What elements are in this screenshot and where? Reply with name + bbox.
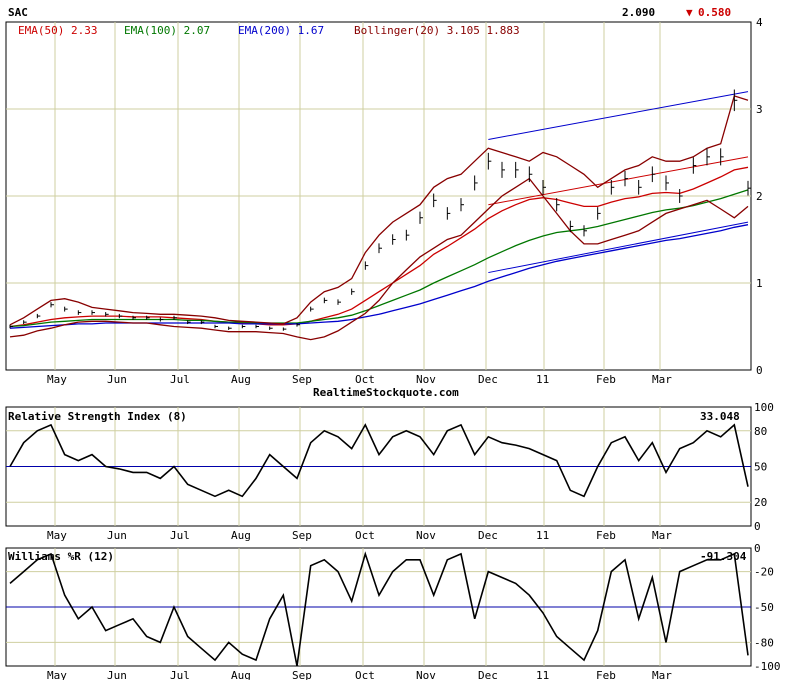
series-bollinger-lower	[9, 177, 749, 341]
month-tick-label: Dec	[478, 529, 498, 542]
trend-channel-upper	[488, 91, 749, 140]
series-bollinger-upper	[9, 95, 749, 326]
williams-line	[9, 551, 749, 667]
month-tick-label: Jul	[170, 669, 190, 680]
grid-layer	[6, 22, 751, 666]
month-tick-label: Feb	[596, 529, 616, 542]
trend-channel-lower	[488, 221, 749, 274]
month-tick-label: Jun	[107, 373, 127, 386]
month-tick-label: Dec	[478, 373, 498, 386]
month-tick-label: May	[47, 373, 67, 386]
legend-bollinger: Bollinger(20) 3.105 1.883	[354, 24, 520, 37]
month-tick-label: 11	[536, 529, 549, 542]
legend-ema100: EMA(100) 2.07	[124, 24, 210, 37]
price-change: 0.580	[698, 6, 731, 19]
rsi-tick-label: 0	[754, 520, 761, 533]
month-tick-label: Feb	[596, 373, 616, 386]
month-tick-label: Mar	[652, 669, 672, 680]
rsi-tick-label: 20	[754, 496, 767, 509]
price-tick-label: 0	[756, 364, 763, 377]
price-tick-label: 1	[756, 277, 763, 290]
rsi-line	[9, 423, 749, 498]
rsi-tick-label: 100	[754, 401, 774, 414]
williams-tick-label: -50	[754, 601, 774, 614]
month-tick-label: Mar	[652, 373, 672, 386]
watermark: RealtimeStockquote.com	[313, 386, 459, 399]
month-tick-label: Jun	[107, 529, 127, 542]
month-tick-label: Aug	[231, 529, 251, 542]
legend-ema200: EMA(200) 1.67	[238, 24, 324, 37]
month-tick-label: Nov	[416, 669, 436, 680]
month-tick-label: Jul	[170, 529, 190, 542]
symbol-label: SAC	[8, 6, 28, 19]
month-tick-label: Aug	[231, 373, 251, 386]
month-tick-label: 11	[536, 669, 549, 680]
rsi-last-value: 33.048	[700, 410, 740, 423]
month-tick-label: Feb	[596, 669, 616, 680]
month-tick-label: Mar	[652, 529, 672, 542]
month-tick-label: Sep	[292, 669, 312, 680]
down-arrow-icon: ▼	[686, 6, 693, 19]
price-tick-label: 4	[756, 16, 763, 29]
williams-last-value: -91.304	[700, 550, 747, 563]
month-tick-label: Sep	[292, 529, 312, 542]
williams-tick-label: -20	[754, 566, 774, 579]
month-tick-label: Oct	[355, 669, 375, 680]
month-tick-label: Jun	[107, 669, 127, 680]
williams-tick-label: -80	[754, 636, 774, 649]
month-tick-label: Oct	[355, 529, 375, 542]
price-tick-label: 3	[756, 103, 763, 116]
month-tick-label: Nov	[416, 373, 436, 386]
month-tick-label: May	[47, 529, 67, 542]
month-tick-label: May	[47, 669, 67, 680]
plot-layer	[6, 89, 751, 667]
rsi-tick-label: 80	[754, 425, 767, 438]
williams-tick-label: -100	[754, 660, 781, 673]
month-tick-label: Jul	[170, 373, 190, 386]
label-layer: May Jun Jul Aug Sep Oct Nov Dec 11 Feb Mar May Jun Ju…	[47, 16, 781, 680]
williams-title: Williams %R (12)	[8, 550, 114, 563]
month-tick-label: Sep	[292, 373, 312, 386]
price-tick-label: 2	[756, 190, 763, 203]
williams-tick-label: 0	[754, 542, 761, 555]
month-tick-label: Nov	[416, 529, 436, 542]
month-tick-label: Oct	[355, 373, 375, 386]
month-tick-label: 11	[536, 373, 549, 386]
rsi-title: Relative Strength Index (8)	[8, 410, 187, 423]
month-tick-label: Aug	[231, 669, 251, 680]
legend-ema50: EMA(50) 2.33	[18, 24, 97, 37]
last-price: 2.090	[622, 6, 655, 19]
rsi-tick-label: 50	[754, 461, 767, 474]
month-tick-label: Dec	[478, 669, 498, 680]
trend-channel-middle	[488, 156, 749, 206]
